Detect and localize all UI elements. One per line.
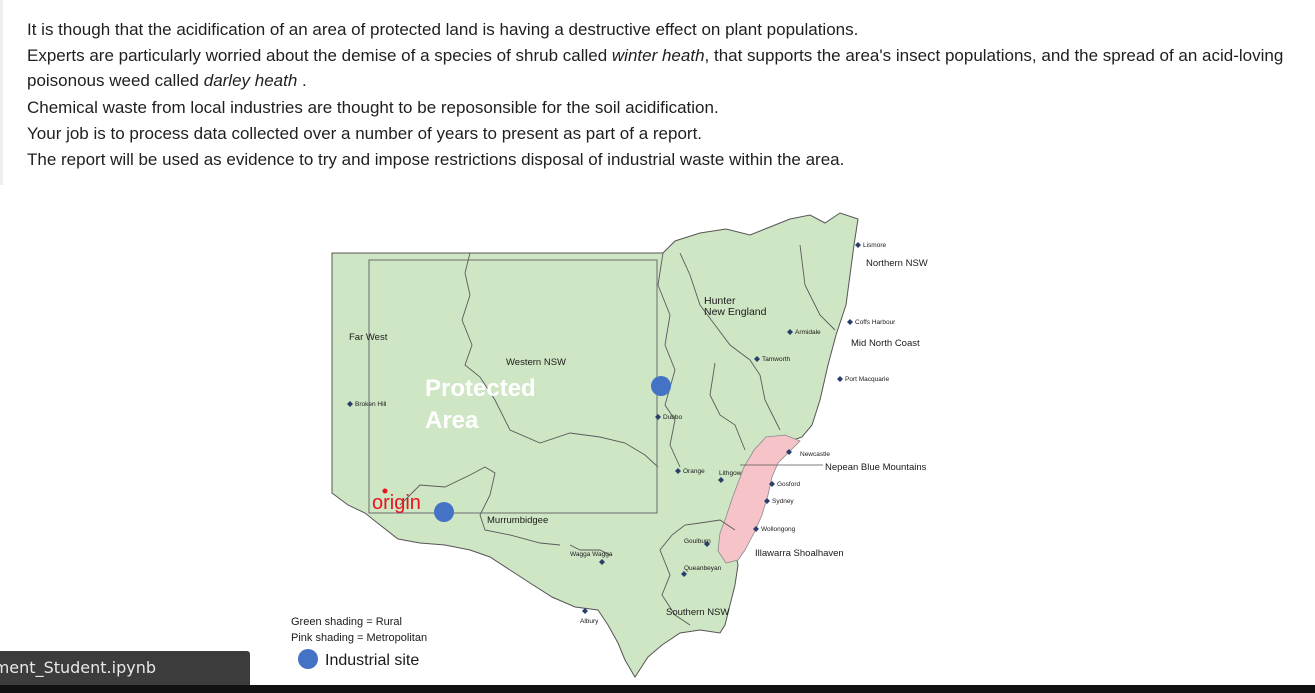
weed-name: darley heath <box>203 71 298 90</box>
town-label-dubbo: Dubbo <box>663 414 683 421</box>
legend-industrial: Industrial site <box>325 652 419 669</box>
marker-queanbeyan <box>681 571 687 577</box>
intro-line-2: Experts are particularly worried about t… <box>27 43 1297 93</box>
legend-green: Green shading = Rural <box>291 616 402 628</box>
town-label-wollongong: Wollongong <box>761 526 796 533</box>
town-label-wagga: Wagga Wagga <box>570 551 613 558</box>
town-label-lithgow: Lithgow <box>719 470 742 477</box>
region-label-mid-north-coast: Mid North Coast <box>851 338 920 349</box>
marker-armidale <box>787 329 793 335</box>
legend-pink: Pink shading = Metropolitan <box>291 632 427 644</box>
marker-goulburn <box>704 541 710 547</box>
town-label-armidale: Armidale <box>795 329 821 336</box>
marker-port-macquarie <box>837 376 843 382</box>
region-label-murrumbidgee: Murrumbidgee <box>487 515 548 526</box>
cell-left-bar <box>0 0 3 185</box>
intro-line-5: The report will be used as evidence to t… <box>27 150 845 169</box>
origin-dot <box>382 488 388 494</box>
protected-area-label-2: Area <box>425 407 479 434</box>
industrial-site-murrumbidgee <box>434 502 454 522</box>
bottom-bar <box>0 685 1315 693</box>
marker-broken-hill <box>347 401 353 407</box>
industrial-site-dubbo <box>651 376 671 396</box>
town-label-lismore: Lismore <box>863 242 887 249</box>
marker-gosford <box>769 481 775 487</box>
marker-newcastle <box>786 449 792 455</box>
town-markers <box>347 242 861 614</box>
species-name: winter heath <box>611 46 705 65</box>
marker-lithgow <box>718 477 724 483</box>
region-label-illawarra: Illawarra Shoalhaven <box>755 548 844 559</box>
marker-orange <box>675 468 681 474</box>
town-label-tamworth: Tamworth <box>762 356 791 363</box>
marker-wagga <box>599 559 605 565</box>
town-label-port-macquarie: Port Macquarie <box>845 376 889 383</box>
notebook-file-tab[interactable]: ment_Student.ipynb <box>0 651 250 685</box>
town-label-orange: Orange <box>683 468 705 475</box>
metropolitan-area-shape <box>717 434 801 564</box>
region-boundaries <box>399 244 836 626</box>
town-label-broken-hill: Broken Hill <box>355 401 387 408</box>
nsw-map-svg: Far West Western NSW Hunter New England … <box>291 212 928 678</box>
origin-label: origin <box>372 492 421 514</box>
marker-coffs <box>847 319 853 325</box>
intro-line-2-end: . <box>297 71 307 90</box>
intro-line-4: Your job is to process data collected ov… <box>27 124 703 143</box>
notebook-filename: ment_Student.ipynb <box>0 658 156 677</box>
marker-wollongong <box>753 526 759 532</box>
marker-dubbo <box>655 414 661 420</box>
marker-tamworth <box>754 356 760 362</box>
markdown-cell[interactable]: It is though that the acidification of a… <box>0 0 1315 185</box>
region-label-western-nsw: Western NSW <box>506 357 566 368</box>
marker-albury <box>582 608 588 614</box>
intro-line-1: It is though that the acidification of a… <box>27 20 859 39</box>
region-label-new-england: New England <box>704 306 767 318</box>
nsw-map-image: Far West Western NSW Hunter New England … <box>280 205 970 685</box>
town-label-coffs: Coffs Harbour <box>855 319 896 326</box>
intro-line-2-start: Experts are particularly worried about t… <box>27 46 612 65</box>
marker-sydney <box>764 498 770 504</box>
intro-line-3: Chemical waste from local industries are… <box>27 98 719 117</box>
region-label-hunter: Hunter <box>704 295 736 307</box>
town-label-goulburn: Goulburn <box>684 538 711 545</box>
legend-industrial-swatch <box>298 649 318 669</box>
town-label-albury: Albury <box>580 618 599 625</box>
intro-line-2-middle: , that supports the area's insect popula… <box>27 46 1284 90</box>
town-label-queanbeyan: Queanbeyan <box>684 565 722 572</box>
region-label-southern-nsw: Southern NSW <box>666 607 729 618</box>
town-label-gosford: Gosford <box>777 481 801 488</box>
marker-lismore <box>855 242 861 248</box>
town-label-newcastle: Newcastle <box>800 451 830 458</box>
region-label-northern-nsw: Northern NSW <box>866 258 928 269</box>
region-label-nepean: Nepean Blue Mountains <box>825 462 927 473</box>
region-label-far-west: Far West <box>349 332 388 343</box>
protected-area-label-1: Protected <box>425 375 536 402</box>
town-label-sydney: Sydney <box>772 498 794 505</box>
